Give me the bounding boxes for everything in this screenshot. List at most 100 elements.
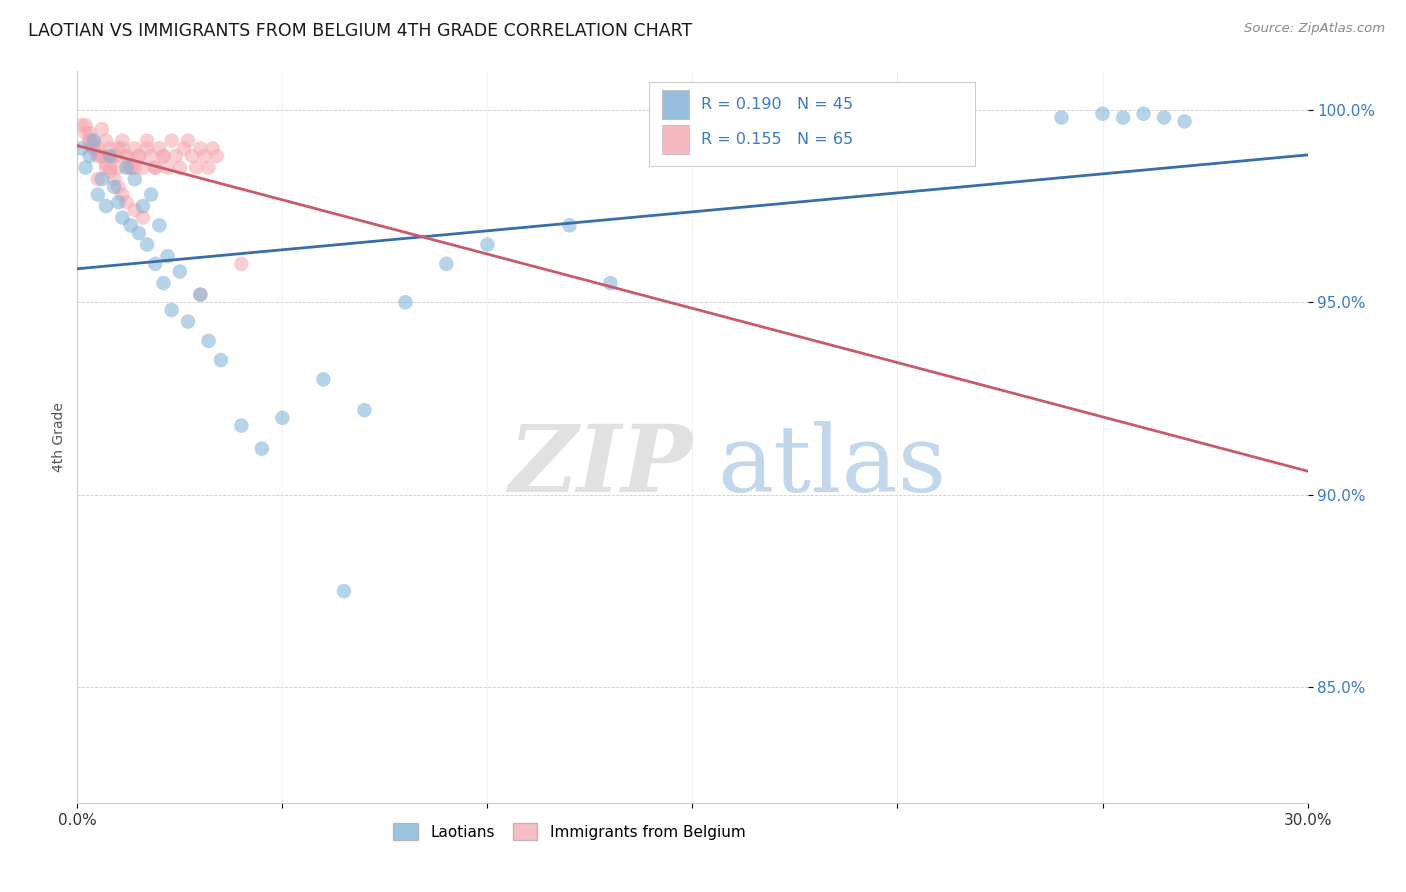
- Point: [98, 161, 121, 175]
- Point: [120, 161, 142, 175]
- Point: [152, 149, 174, 163]
- Point: [205, 149, 228, 163]
- Point: [128, 149, 150, 163]
- Point: [128, 226, 150, 240]
- Point: [333, 584, 356, 599]
- Point: [231, 257, 253, 271]
- FancyBboxPatch shape: [662, 90, 689, 119]
- Point: [120, 219, 142, 233]
- Point: [87, 187, 110, 202]
- Point: [188, 287, 212, 301]
- FancyBboxPatch shape: [662, 125, 689, 154]
- FancyBboxPatch shape: [650, 82, 976, 167]
- Point: [181, 149, 204, 163]
- Point: [79, 134, 101, 148]
- Point: [156, 161, 179, 175]
- Point: [197, 161, 219, 175]
- Point: [103, 149, 125, 163]
- Point: [193, 149, 215, 163]
- Point: [1091, 106, 1114, 120]
- Point: [132, 211, 155, 225]
- Point: [75, 126, 97, 140]
- Point: [111, 211, 134, 225]
- Point: [79, 134, 101, 148]
- Point: [152, 276, 174, 290]
- Point: [156, 249, 179, 263]
- Point: [124, 161, 146, 175]
- Point: [124, 202, 146, 217]
- Text: R = 0.190   N = 45: R = 0.190 N = 45: [702, 96, 853, 112]
- Point: [152, 149, 174, 163]
- Point: [120, 161, 142, 175]
- Point: [90, 149, 114, 163]
- Point: [173, 141, 195, 155]
- Legend: Laotians, Immigrants from Belgium: Laotians, Immigrants from Belgium: [388, 816, 751, 847]
- Point: [115, 149, 138, 163]
- Point: [115, 149, 138, 163]
- Point: [136, 237, 159, 252]
- Point: [177, 315, 200, 329]
- Point: [103, 172, 125, 186]
- Point: [165, 149, 187, 163]
- Point: [94, 199, 117, 213]
- Point: [160, 303, 183, 318]
- Point: [75, 118, 97, 132]
- Point: [477, 237, 499, 252]
- Point: [83, 141, 105, 155]
- Point: [70, 118, 93, 132]
- Point: [1112, 111, 1135, 125]
- Point: [353, 403, 375, 417]
- Point: [436, 257, 458, 271]
- Point: [115, 195, 138, 210]
- Point: [103, 179, 125, 194]
- Point: [124, 172, 146, 186]
- Point: [141, 187, 163, 202]
- Point: [90, 149, 114, 163]
- Point: [79, 126, 101, 140]
- Point: [141, 149, 163, 163]
- Point: [87, 141, 110, 155]
- Point: [143, 257, 166, 271]
- Point: [394, 295, 416, 310]
- Point: [231, 418, 253, 433]
- Point: [87, 172, 110, 186]
- Point: [111, 187, 134, 202]
- Point: [136, 141, 159, 155]
- Point: [103, 149, 125, 163]
- Point: [94, 157, 117, 171]
- Point: [107, 161, 129, 175]
- Point: [132, 199, 155, 213]
- Point: [558, 219, 581, 233]
- Text: LAOTIAN VS IMMIGRANTS FROM BELGIUM 4TH GRADE CORRELATION CHART: LAOTIAN VS IMMIGRANTS FROM BELGIUM 4TH G…: [28, 22, 692, 40]
- Point: [107, 141, 129, 155]
- Point: [98, 164, 121, 178]
- Point: [94, 161, 117, 175]
- Point: [83, 141, 105, 155]
- Point: [143, 161, 166, 175]
- Text: atlas: atlas: [717, 421, 946, 511]
- Point: [75, 161, 97, 175]
- Point: [201, 141, 224, 155]
- Point: [94, 134, 117, 148]
- Point: [148, 219, 170, 233]
- Point: [312, 372, 335, 386]
- Point: [188, 287, 212, 301]
- Point: [87, 149, 110, 163]
- Text: R = 0.155   N = 65: R = 0.155 N = 65: [702, 132, 853, 147]
- Point: [79, 149, 101, 163]
- Point: [1132, 106, 1154, 120]
- Text: ZIP: ZIP: [508, 421, 693, 511]
- Point: [83, 134, 105, 148]
- Point: [90, 122, 114, 136]
- Point: [124, 141, 146, 155]
- Point: [132, 161, 155, 175]
- Point: [83, 134, 105, 148]
- Text: Source: ZipAtlas.com: Source: ZipAtlas.com: [1244, 22, 1385, 36]
- Point: [111, 141, 134, 155]
- Point: [98, 141, 121, 155]
- Point: [160, 134, 183, 148]
- Point: [111, 134, 134, 148]
- Point: [115, 161, 138, 175]
- Point: [136, 134, 159, 148]
- Point: [271, 410, 294, 425]
